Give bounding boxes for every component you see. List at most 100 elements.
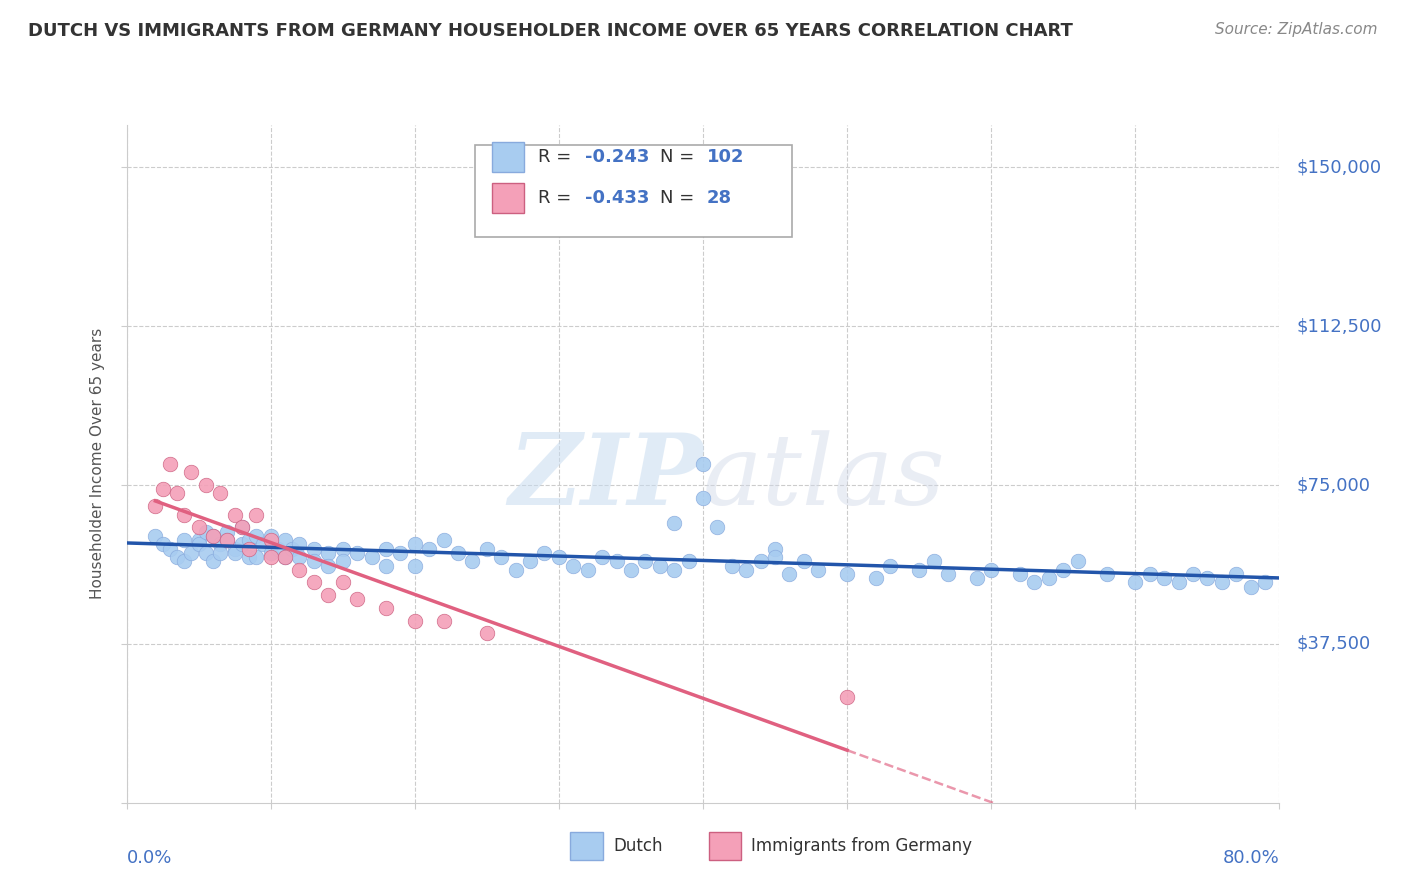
Point <box>418 541 440 556</box>
Point <box>302 575 325 590</box>
Point <box>865 571 887 585</box>
Point <box>922 554 945 568</box>
Point <box>238 541 260 556</box>
Point <box>288 537 311 551</box>
Point <box>404 537 426 551</box>
Point <box>835 567 858 582</box>
Point <box>374 601 398 615</box>
Point <box>224 541 246 556</box>
Point <box>318 546 340 560</box>
Point <box>447 546 470 560</box>
Text: -0.243: -0.243 <box>585 148 650 167</box>
Point <box>194 478 217 492</box>
Point <box>159 457 181 471</box>
Point <box>238 549 260 565</box>
Point <box>224 546 246 560</box>
Point <box>807 563 830 577</box>
Point <box>1181 567 1204 582</box>
Point <box>231 537 253 551</box>
Point <box>576 563 599 577</box>
Bar <box>492 142 524 172</box>
Bar <box>709 832 741 861</box>
Point <box>332 541 354 556</box>
Y-axis label: Householder Income Over 65 years: Householder Income Over 65 years <box>90 328 105 599</box>
Point <box>318 558 340 573</box>
Point <box>187 520 209 534</box>
Point <box>159 541 181 556</box>
Point <box>173 508 195 522</box>
Point <box>173 554 195 568</box>
Point <box>238 533 260 547</box>
Point <box>908 563 931 577</box>
Point <box>936 567 959 582</box>
Point <box>1167 575 1189 590</box>
Point <box>879 558 901 573</box>
Point <box>1197 571 1219 585</box>
Point <box>980 563 1002 577</box>
Point <box>302 554 325 568</box>
Point <box>245 508 267 522</box>
Point <box>209 486 232 500</box>
Text: -0.433: -0.433 <box>585 189 650 207</box>
Text: $150,000: $150,000 <box>1296 158 1382 177</box>
Point <box>231 520 253 534</box>
Text: R =: R = <box>538 148 576 167</box>
Point <box>620 563 643 577</box>
Point <box>288 563 311 577</box>
Point <box>475 626 498 640</box>
Text: $37,500: $37,500 <box>1296 635 1371 653</box>
Point <box>404 558 426 573</box>
Point <box>664 563 686 577</box>
Point <box>209 546 232 560</box>
Point <box>519 554 541 568</box>
Point <box>274 533 297 547</box>
Point <box>180 466 202 480</box>
Point <box>274 549 297 565</box>
Point <box>749 554 772 568</box>
Point <box>678 554 700 568</box>
Point <box>648 558 671 573</box>
Point <box>288 549 311 565</box>
Text: DUTCH VS IMMIGRANTS FROM GERMANY HOUSEHOLDER INCOME OVER 65 YEARS CORRELATION CH: DUTCH VS IMMIGRANTS FROM GERMANY HOUSEHO… <box>28 22 1073 40</box>
Point <box>1225 567 1247 582</box>
Point <box>505 563 527 577</box>
Text: R =: R = <box>538 189 576 207</box>
Point <box>692 457 714 471</box>
Point <box>1038 571 1060 585</box>
Point <box>166 486 188 500</box>
Point <box>202 554 225 568</box>
Point <box>166 549 188 565</box>
Point <box>389 546 412 560</box>
Point <box>374 558 398 573</box>
Point <box>1067 554 1090 568</box>
Point <box>274 549 297 565</box>
Text: Source: ZipAtlas.com: Source: ZipAtlas.com <box>1215 22 1378 37</box>
Point <box>259 533 281 547</box>
Point <box>332 575 354 590</box>
Point <box>374 541 398 556</box>
Point <box>835 690 858 704</box>
Point <box>548 549 571 565</box>
Point <box>475 541 498 556</box>
Point <box>461 554 484 568</box>
Text: N =: N = <box>661 148 700 167</box>
Point <box>245 549 267 565</box>
Point <box>1153 571 1175 585</box>
Point <box>332 554 354 568</box>
Point <box>735 563 758 577</box>
Text: atlas: atlas <box>703 430 946 525</box>
Point <box>145 500 166 514</box>
Point <box>152 482 174 496</box>
Point <box>194 546 217 560</box>
Point <box>152 537 174 551</box>
Point <box>1052 563 1074 577</box>
Point <box>1123 575 1146 590</box>
Point <box>209 537 232 551</box>
Point <box>194 524 217 539</box>
Text: $112,500: $112,500 <box>1296 318 1382 335</box>
Point <box>231 520 253 534</box>
Text: Dutch: Dutch <box>613 838 662 855</box>
Text: 102: 102 <box>706 148 744 167</box>
Bar <box>492 183 524 213</box>
Point <box>533 546 555 560</box>
